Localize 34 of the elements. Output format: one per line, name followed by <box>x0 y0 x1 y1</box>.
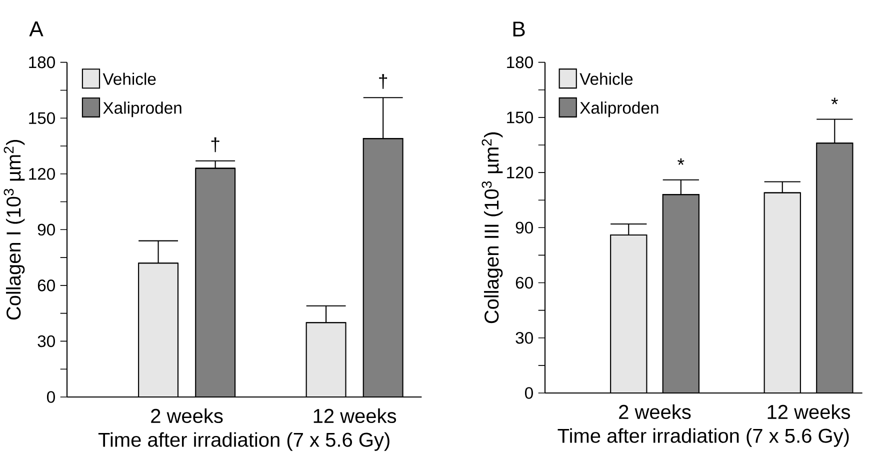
x-tick-label: 12 weeks <box>314 408 396 424</box>
bar <box>362 138 404 397</box>
y-tick-label: 150 <box>507 112 533 124</box>
bar <box>196 168 236 397</box>
x-axis-title: Time after irradiation (7 x 5.6 Gy) <box>98 432 390 451</box>
annotation: * <box>831 98 838 104</box>
legend-label: Xaliproden <box>103 102 182 118</box>
y-tick-label: 0 <box>525 387 533 399</box>
legend-label: Vehicle <box>580 72 633 85</box>
x-tick-label: 2 weeks <box>151 408 223 424</box>
annotation: * <box>678 158 684 165</box>
y-tick-label: 150 <box>29 112 55 124</box>
y-tick-label: 0 <box>47 391 55 403</box>
y-tick-label: 90 <box>516 222 533 234</box>
x-axis-title: Time after irradiation (7 x 5.6 Gy) <box>558 428 849 447</box>
legend-label: Vehicle <box>102 72 156 85</box>
annotation: † <box>379 74 388 89</box>
y-tick-label: 120 <box>507 166 533 178</box>
y-tick-label: 120 <box>29 168 55 180</box>
x-tick-label: 2 weeks <box>619 404 691 420</box>
y-axis-title: Collagen III (10$^{3}$ µm$^{2}$) <box>482 132 503 324</box>
annotation: † <box>211 137 220 152</box>
x-tick-label: 12 weeks <box>768 404 850 420</box>
y-tick-label: 60 <box>38 280 55 292</box>
legend-label: Xaliproden <box>580 102 658 118</box>
y-tick-label: 90 <box>38 224 55 236</box>
y-axis-title: Collagen I (10$^{3}$ µm$^{2}$) <box>4 140 25 320</box>
y-tick-label: 30 <box>516 332 533 344</box>
chart-title: A <box>29 22 44 36</box>
chart-title: B <box>513 22 525 36</box>
y-tick-label: 180 <box>29 56 55 68</box>
y-tick-label: 60 <box>516 276 533 289</box>
y-tick-label: 30 <box>38 335 55 348</box>
y-tick-label: 180 <box>507 56 533 68</box>
